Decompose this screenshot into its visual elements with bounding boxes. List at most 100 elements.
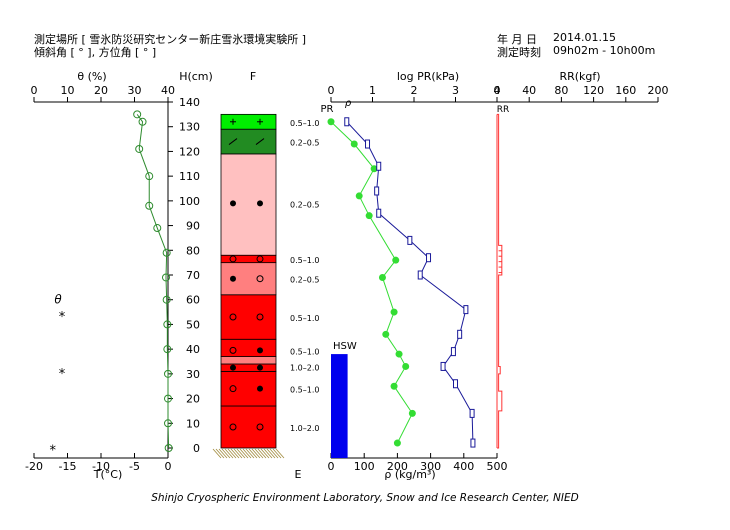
temperature-point [162, 248, 171, 257]
rr-tick-label: 120 [583, 84, 604, 97]
grain-size-label: 0.5–1.0 [290, 347, 319, 356]
snow-layer-2 [220, 370, 277, 407]
temperature-point [163, 345, 172, 354]
pr-tick-label: 0 [328, 84, 335, 97]
grain-shape-filled-circle [230, 275, 236, 282]
height-axis-title: H(cm) [179, 70, 213, 83]
temperature-point [162, 295, 171, 304]
grain-shape-open-circle [256, 255, 264, 263]
grain-shape-open-circle [256, 423, 264, 431]
temperature-point [164, 394, 172, 403]
ground-hatch-line [242, 448, 252, 459]
angle-line: 傾斜角 [ ° ], 方位角 [ ° ] [34, 46, 157, 59]
ground-hatch-line [254, 448, 264, 459]
pr-point [450, 347, 456, 357]
grain-size-label: 0.5–1.0 [290, 386, 319, 395]
ground-hatch-line [260, 448, 270, 459]
theta-point: * [49, 444, 56, 459]
rr-tick-label: 0 [494, 84, 501, 97]
grain-shape-open-circle [256, 275, 264, 283]
theta-tick-label: 30 [128, 84, 142, 97]
ground-hatch-line [221, 448, 231, 459]
temperature-point [133, 110, 142, 119]
layer-top-label: F [250, 70, 256, 83]
pr-point [417, 270, 423, 280]
temperature-tick-label: -10 [92, 460, 110, 473]
snow-layer-8 [220, 254, 277, 264]
density-point [365, 212, 373, 220]
snow-layer-7 [220, 262, 277, 296]
temperature-point [135, 144, 144, 153]
temperature-point [164, 444, 173, 452]
ground-hatch-line [245, 448, 255, 459]
density-point [350, 140, 358, 148]
density-point [382, 330, 390, 338]
density-point [378, 273, 386, 281]
temperature-point [161, 273, 170, 282]
ground-hatch-line [239, 448, 249, 459]
grain-shape-open-circle [229, 423, 237, 431]
temperature-line [136, 114, 170, 449]
pr-point [426, 253, 432, 263]
height-tick-label: 110 [179, 170, 200, 183]
pr-point [469, 408, 475, 418]
ground-hatch-line [248, 448, 258, 459]
pr-point [376, 208, 382, 218]
height-tick-label: 0 [193, 442, 200, 455]
ground-hatch-line [266, 448, 276, 459]
layer-bottom-label: E [295, 468, 302, 481]
temperature-point [164, 369, 172, 378]
density-line [330, 121, 413, 444]
pr-point [365, 139, 371, 149]
ground-hatch-line [269, 448, 279, 459]
density-point [402, 362, 410, 370]
temperature-axis-title: T(°C) [93, 468, 122, 481]
date-value: 2014.01.15 [553, 31, 616, 44]
grain-size-label: 0.2–0.5 [290, 200, 319, 209]
temperature-tick-label: -20 [25, 460, 43, 473]
height-tick-label: 100 [179, 195, 200, 208]
theta-tick-label: 20 [94, 84, 108, 97]
grain-size-label: 1.0–2.0 [290, 363, 319, 372]
temperature-tick-label: -15 [59, 460, 77, 473]
ground-hatch [212, 448, 285, 459]
grain-shape-open-circle [229, 255, 237, 263]
height-tick-label: 140 [179, 96, 200, 109]
grain-shape-open-circle [229, 313, 237, 321]
ground-hatch-line [263, 448, 273, 459]
ground-hatch-line [275, 448, 285, 459]
temperature-point [164, 419, 172, 428]
height-tick-label: 70 [186, 269, 200, 282]
height-tick-label: 30 [186, 368, 200, 381]
pr-point [453, 379, 458, 389]
snow-layer-4 [220, 356, 277, 365]
date-label: 年 月 日 [497, 33, 537, 46]
height-tick-label: 60 [186, 294, 200, 307]
time-value: 09h02m - 10h00m [553, 44, 656, 57]
pr-point [463, 305, 469, 315]
ground-hatch-line [224, 448, 234, 459]
rr-profile [497, 113, 503, 449]
density-tick-label: 0 [328, 460, 335, 473]
pr-axis-title: log PR(kPa) [397, 70, 459, 83]
pr-point [470, 438, 476, 448]
location-line: 測定場所 [ 雪氷防災研究センター新庄雪氷環境実験所 ] [34, 33, 307, 46]
snow-layer-1 [220, 405, 277, 449]
density-point [390, 308, 398, 316]
density-tick-label: 200 [387, 460, 408, 473]
height-tick-label: 80 [186, 244, 200, 257]
theta-tick-label: 0 [31, 84, 38, 97]
pr-tick-label: 4 [494, 84, 501, 97]
pr-tick-label: 2 [411, 84, 418, 97]
rr-axis-title: RR(kgf) [559, 70, 600, 83]
snow-layer-6 [220, 294, 277, 340]
snow-layer-11 [220, 113, 277, 130]
ground-hatch-line [227, 448, 237, 459]
temperature-tick-label: 0 [165, 460, 172, 473]
ground-hatch-line [251, 448, 261, 459]
density-axis-title: ρ (kg/m³) [384, 468, 435, 481]
density-point [327, 118, 335, 126]
pr-line [346, 121, 474, 444]
grain-size-label: 0.5–1.0 [290, 119, 319, 128]
